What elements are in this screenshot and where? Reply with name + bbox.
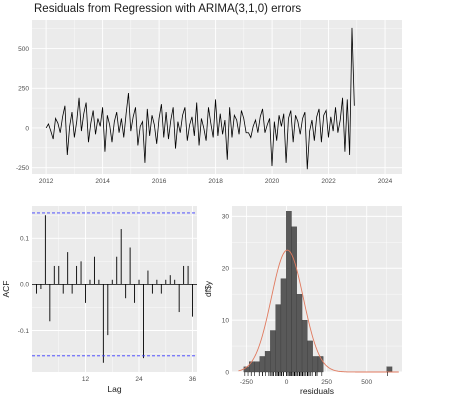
histogram-ytick-label: 10 — [222, 317, 230, 324]
histogram-bar — [286, 211, 291, 372]
acf-x-ticks: 12 24 36 — [82, 376, 197, 383]
histogram-y-ticks: 0 10 20 30 — [222, 214, 230, 377]
histogram-bar — [281, 279, 286, 372]
acf-ytick-label: 0.0 — [20, 282, 29, 289]
histogram-bar — [292, 227, 297, 372]
residuals-xtick-label: 2022 — [321, 178, 336, 185]
acf-xtick-label: 36 — [189, 376, 197, 383]
histogram-bar — [249, 362, 254, 372]
residuals-ytick-label: 500 — [18, 46, 29, 53]
residuals-plot-background — [32, 20, 402, 174]
histogram-x-ticks: -250 0 250 500 — [240, 379, 373, 386]
histogram-panel: 0 10 20 30 -250 0 250 500 residuals df$y — [203, 206, 402, 396]
residuals-time-series-panel: -250 0 250 500 2012 2014 2016 2018 2020 … — [16, 20, 402, 185]
histogram-xtick-label: -250 — [240, 379, 253, 386]
residuals-xtick-label: 2016 — [152, 178, 167, 185]
chart-title: Residuals from Regression with ARIMA(3,1… — [34, 3, 301, 15]
residuals-ytick-label: 0 — [25, 125, 29, 132]
residuals-xtick-label: 2012 — [39, 178, 54, 185]
acf-xtick-label: 24 — [135, 376, 143, 383]
residuals-ytick-label: -250 — [16, 165, 29, 172]
histogram-x-axis-label: residuals — [300, 386, 334, 396]
residuals-y-ticks: -250 0 250 500 — [16, 46, 29, 172]
histogram-xtick-label: 500 — [361, 379, 372, 386]
histogram-bar — [318, 356, 323, 372]
histogram-plot-background — [232, 206, 402, 372]
histogram-bar — [270, 331, 275, 373]
acf-y-ticks: -0.1 0.0 0.1 — [18, 236, 30, 335]
residuals-x-ticks: 2012 2014 2016 2018 2020 2022 2024 — [39, 178, 393, 185]
histogram-xtick-label: 0 — [285, 379, 289, 386]
acf-panel: -0.1 0.0 0.1 12 24 36 Lag ACF — [1, 206, 197, 394]
histogram-ytick-label: 0 — [225, 369, 229, 376]
histogram-ytick-label: 30 — [222, 214, 230, 221]
histogram-bar — [260, 356, 265, 372]
acf-ytick-label: 0.1 — [20, 236, 29, 243]
acf-ytick-label: -0.1 — [18, 328, 30, 335]
histogram-bar — [387, 367, 392, 372]
rug-marks — [245, 372, 388, 376]
histogram-ytick-label: 20 — [222, 266, 230, 273]
residuals-xtick-label: 2018 — [208, 178, 223, 185]
residuals-xtick-label: 2014 — [95, 178, 110, 185]
residuals-xtick-label: 2024 — [378, 178, 393, 185]
histogram-bar — [313, 356, 318, 372]
histogram-bar — [307, 341, 312, 372]
acf-plot-background — [32, 206, 197, 372]
histogram-bar — [254, 362, 259, 372]
acf-y-axis-label: ACF — [1, 281, 11, 298]
histogram-bar — [276, 305, 281, 372]
residuals-ytick-label: 250 — [18, 86, 29, 93]
histogram-bar — [297, 294, 302, 372]
residuals-xtick-label: 2020 — [265, 178, 280, 185]
acf-xtick-label: 12 — [82, 376, 90, 383]
histogram-y-axis-label: df$y — [203, 280, 213, 297]
histogram-bar — [302, 320, 307, 372]
histogram-xtick-label: 250 — [321, 379, 332, 386]
histogram-bar — [265, 351, 270, 372]
acf-x-axis-label: Lag — [107, 384, 121, 394]
